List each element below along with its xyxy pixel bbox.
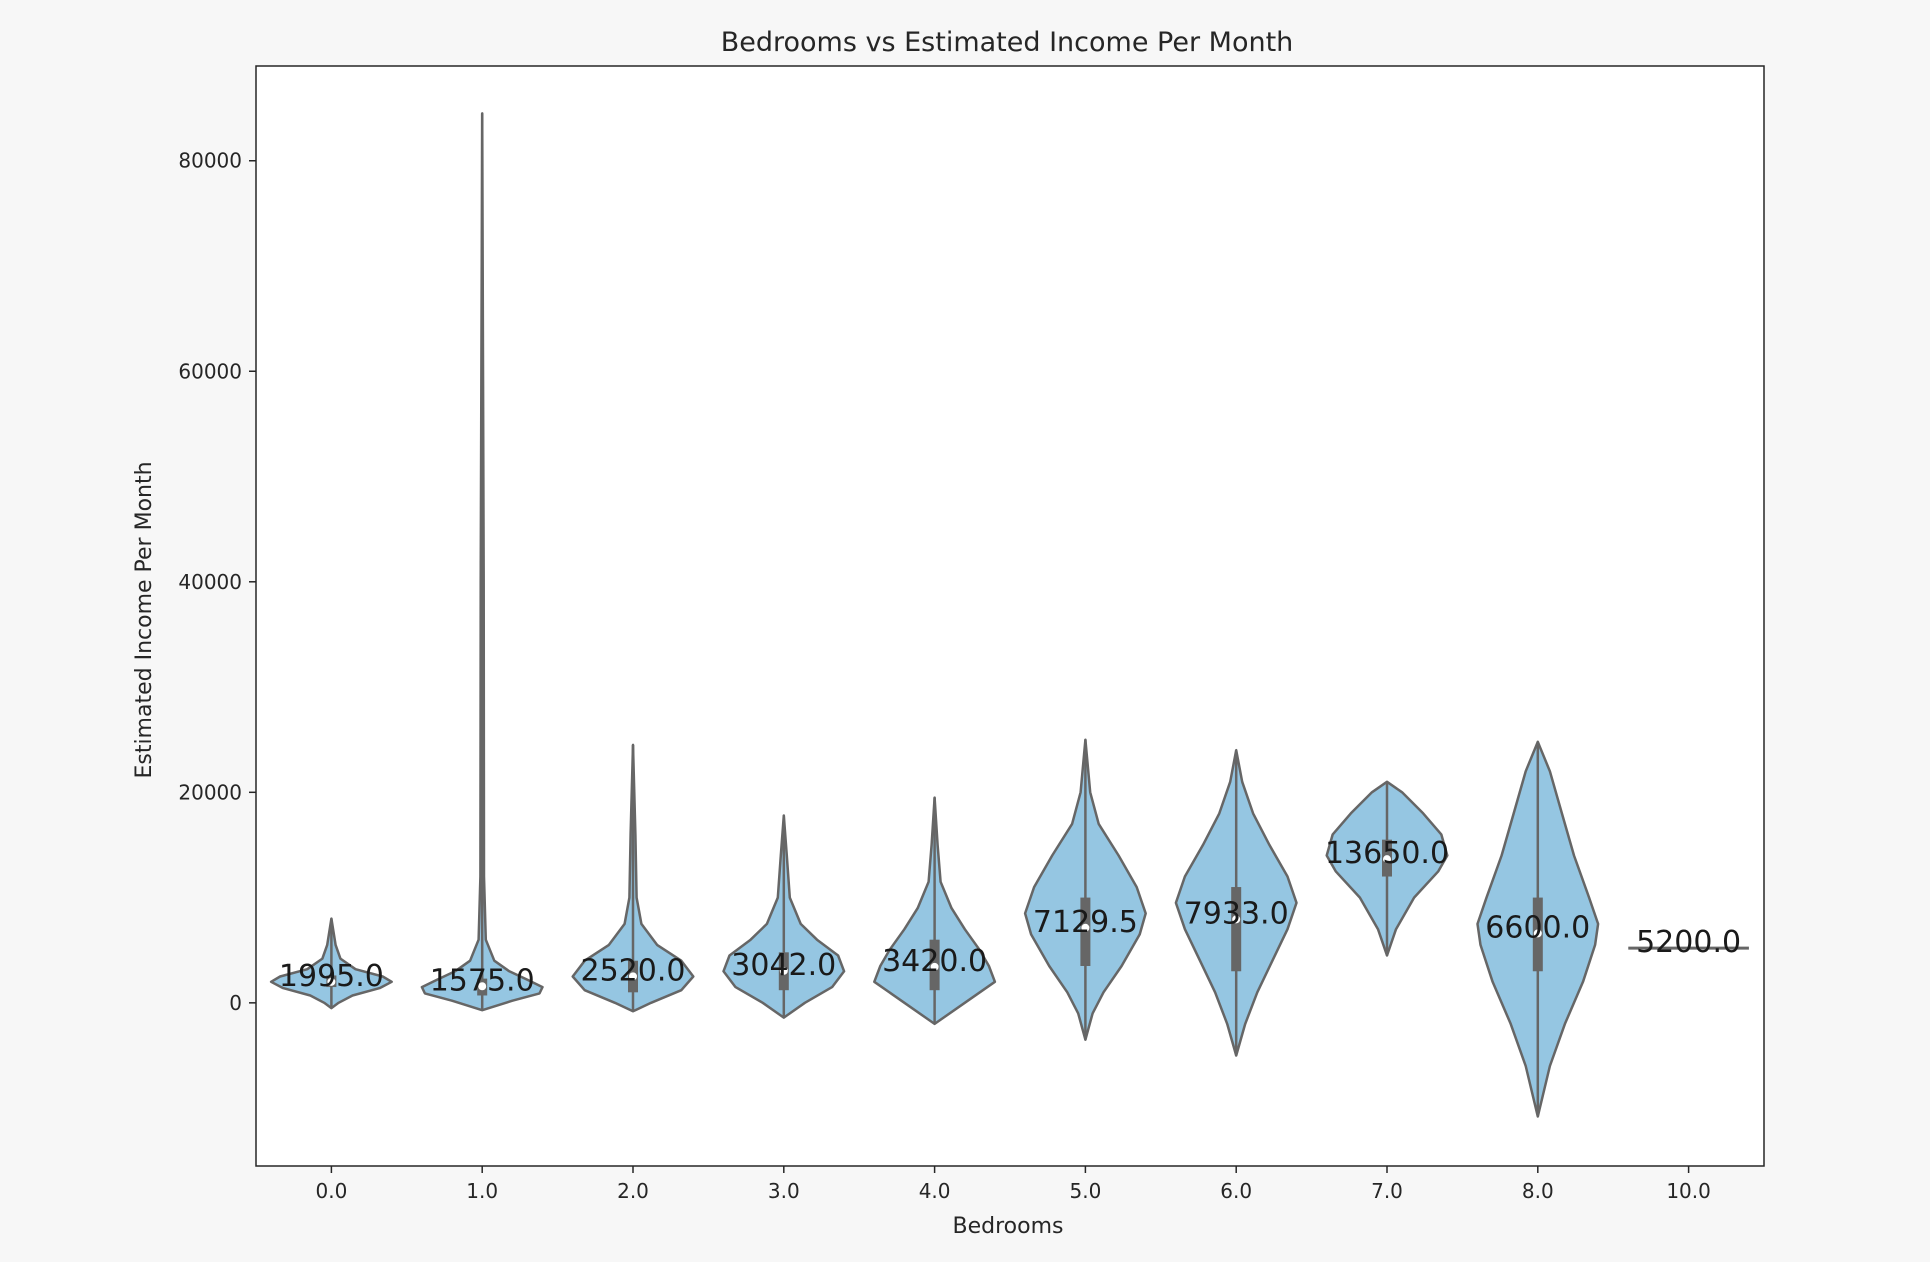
median-value-label: 1995.0 <box>279 959 384 994</box>
x-tick-label: 2.0 <box>617 1179 649 1203</box>
y-axis: 0 20000 40000 60000 80000 <box>178 149 256 1015</box>
x-tick-label: 1.0 <box>466 1179 498 1203</box>
median-value-label: 3042.0 <box>731 948 836 983</box>
violin-iqr-box <box>1231 887 1242 972</box>
x-axis-title: Bedrooms <box>953 1214 1064 1239</box>
violin-median-dot <box>1232 915 1241 924</box>
y-axis-title: Estimated Income Per Month <box>132 461 157 778</box>
x-tick-label: 8.0 <box>1522 1179 1554 1203</box>
median-value-label: 1575.0 <box>430 963 535 998</box>
violin-median-dot <box>1383 855 1391 864</box>
x-axis: 0.0 1.0 2.0 3.0 4.0 5.0 6.0 7.0 8.0 10.0 <box>315 1166 1711 1203</box>
y-tick-label: 20000 <box>178 780 242 804</box>
median-value-label: 13650.0 <box>1325 836 1449 871</box>
median-value-label: 3420.0 <box>882 944 987 979</box>
y-tick-label: 80000 <box>178 149 242 173</box>
x-tick-label: 7.0 <box>1371 1179 1403 1203</box>
median-value-label: 7129.5 <box>1033 905 1138 940</box>
violin-median-dot <box>629 972 637 981</box>
median-value-label: 5200.0 <box>1636 925 1741 960</box>
x-tick-label: 0.0 <box>315 1179 347 1203</box>
x-tick-label: 4.0 <box>919 1179 951 1203</box>
x-tick-label: 6.0 <box>1220 1179 1252 1203</box>
median-value-label: 2520.0 <box>581 953 686 988</box>
median-value-label: 7933.0 <box>1184 896 1289 931</box>
median-value-label: 6600.0 <box>1485 910 1590 945</box>
y-tick-label: 60000 <box>178 359 242 383</box>
violin-median-dot <box>327 977 336 986</box>
median-labels-layer: 1995.0 1575.0 2520.0 3042.0 3420.0 7129.5 7933… <box>279 836 1741 998</box>
violin-median-dot <box>478 982 487 991</box>
violin-median-dot <box>1081 923 1090 932</box>
violins-layer <box>269 112 1749 1118</box>
x-tick-label: 10.0 <box>1666 1179 1711 1203</box>
x-tick-label: 5.0 <box>1069 1179 1101 1203</box>
y-tick-label: 0 <box>229 991 242 1015</box>
violin-median-dot <box>930 962 939 971</box>
x-tick-label: 3.0 <box>768 1179 800 1203</box>
violin-median-dot <box>779 966 788 975</box>
chart-title: Bedrooms vs Estimated Income Per Month <box>721 27 1294 58</box>
y-tick-label: 40000 <box>178 570 242 594</box>
axes-frame <box>255 65 1765 1167</box>
violin-median-dot <box>1533 929 1542 938</box>
